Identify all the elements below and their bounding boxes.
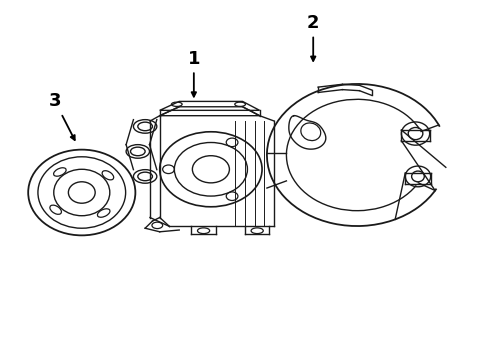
Text: 1: 1 — [188, 50, 200, 96]
Text: 3: 3 — [49, 93, 75, 140]
Text: 2: 2 — [307, 14, 319, 61]
